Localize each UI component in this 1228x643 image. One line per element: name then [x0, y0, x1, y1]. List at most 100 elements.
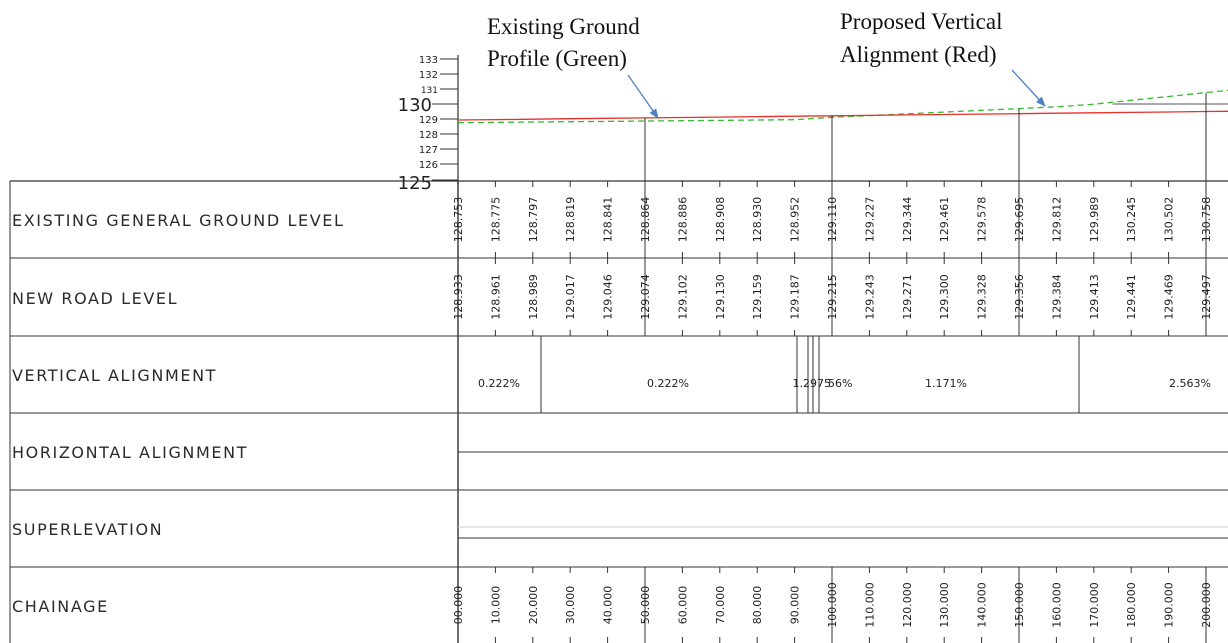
row-label-superelevation: SUPERLEVATION: [12, 520, 163, 539]
existing-ground-level-value: 129.227: [863, 197, 876, 243]
new-road-level-value: 128.989: [527, 274, 540, 320]
proposed-alignment-callout-arrow: [1011, 69, 1046, 107]
new-road-level-value: 129.497: [1200, 274, 1213, 320]
existing-ground-level-value: 129.344: [901, 197, 914, 243]
existing-ground-level-value: 128.819: [564, 197, 577, 243]
existing-ground-level-value: 129.695: [1013, 197, 1026, 243]
existing-ground-level-value: 129.578: [976, 197, 989, 243]
row-label-horizontal-alignment: HORIZONTAL ALIGNMENT: [12, 443, 248, 462]
new-road-level-value: 129.271: [901, 274, 914, 320]
existing-ground-level-value: 130.502: [1163, 197, 1176, 243]
row-label-chainage: CHAINAGE: [12, 597, 109, 616]
chainage-value: 130.000: [938, 582, 951, 628]
slope-label-6: 1.171%: [925, 377, 967, 390]
slope-label-1: 0.222%: [478, 377, 520, 390]
new-road-level-value: 129.413: [1088, 274, 1101, 320]
station-columns: 128.753 128.933 00.000 128.775 128.961 10.000…: [452, 181, 1213, 643]
chainage-value: 160.000: [1050, 582, 1063, 628]
chainage-value: 100.000: [826, 582, 839, 628]
slope-label-7: 2.563%: [1169, 377, 1211, 390]
elevation-label-125: 125: [398, 173, 432, 194]
existing-ground-level-value: 128.775: [489, 197, 502, 243]
existing-ground-level-value: 128.886: [676, 197, 689, 243]
chainage-value: 170.000: [1088, 582, 1101, 628]
new-road-level-value: 129.300: [938, 274, 951, 320]
chainage-value: 30.000: [564, 586, 577, 625]
existing-ground-level-value: 129.812: [1050, 197, 1063, 243]
new-road-level-value: 129.102: [676, 274, 689, 320]
new-road-level-value: 129.441: [1125, 274, 1138, 320]
elevation-label-127: 127: [419, 145, 438, 156]
existing-ground-callout: Existing Ground Profile (Green): [487, 14, 659, 119]
chainage-value: 140.000: [976, 582, 989, 628]
elevation-label-130: 130: [398, 95, 432, 116]
new-road-level-value: 129.243: [863, 274, 876, 320]
chainage-value: 10.000: [489, 586, 502, 625]
row-label-new-road: NEW ROAD LEVEL: [12, 289, 178, 308]
row-label-vertical-alignment: VERTICAL ALIGNMENT: [12, 366, 217, 385]
existing-ground-level-value: 128.841: [602, 197, 615, 243]
existing-ground-level-value: 130.758: [1200, 197, 1213, 243]
slope-label-5: 56%: [828, 377, 852, 390]
existing-ground-level-value: 129.461: [938, 197, 951, 243]
chainage-value: 40.000: [602, 586, 615, 625]
slope-label-4: 975: [810, 377, 831, 390]
existing-ground-level-value: 128.864: [639, 197, 652, 243]
elevation-label-133: 133: [419, 55, 438, 66]
data-table: EXISTING GENERAL GROUND LEVEL NEW ROAD L…: [9, 180, 1228, 643]
chainage-value: 60.000: [676, 586, 689, 625]
new-road-level-value: 129.328: [976, 274, 989, 320]
profile-plot: [457, 89, 1228, 181]
elevation-label-126: 126: [419, 160, 438, 171]
chainage-value: 190.000: [1163, 582, 1176, 628]
chainage-value: 150.000: [1013, 582, 1026, 628]
chainage-value: 80.000: [751, 586, 764, 625]
chainage-value: 180.000: [1125, 582, 1138, 628]
elevation-label-132: 132: [419, 70, 438, 81]
proposed-alignment-line: [457, 110, 1228, 121]
new-road-level-value: 128.961: [489, 274, 502, 320]
existing-ground-level-value: 128.797: [527, 197, 540, 243]
new-road-level-value: 129.187: [789, 274, 802, 320]
chainage-value: 20.000: [527, 586, 540, 625]
existing-ground-callout-line2: Profile (Green): [487, 46, 627, 71]
new-road-level-value: 129.074: [639, 274, 652, 320]
slope-label-3: 1.2: [793, 377, 811, 390]
new-road-level-value: 129.017: [564, 274, 577, 320]
chainage-value: 120.000: [901, 582, 914, 628]
existing-ground-level-value: 130.245: [1125, 197, 1138, 243]
chainage-value: 50.000: [639, 586, 652, 625]
new-road-level-value: 129.469: [1163, 274, 1176, 320]
new-road-level-value: 129.130: [714, 274, 727, 320]
new-road-level-value: 129.159: [751, 274, 764, 320]
proposed-alignment-callout: Proposed Vertical Alignment (Red): [840, 9, 1046, 107]
elevation-label-128: 128: [419, 130, 438, 141]
existing-ground-level-value: 129.110: [826, 197, 839, 243]
chainage-value: 00.000: [452, 586, 465, 625]
new-road-level-value: 128.933: [452, 274, 465, 320]
elevation-label-129: 129: [419, 115, 438, 126]
chainage-value: 200.000: [1200, 582, 1213, 628]
chainage-value: 90.000: [789, 586, 802, 625]
existing-ground-profile-line: [457, 89, 1228, 124]
new-road-level-value: 129.046: [602, 274, 615, 320]
existing-ground-callout-line1: Existing Ground: [487, 14, 640, 39]
chainage-value: 110.000: [863, 582, 876, 628]
new-road-level-value: 129.384: [1050, 274, 1063, 320]
chainage-value: 70.000: [714, 586, 727, 625]
existing-ground-level-value: 129.989: [1088, 197, 1101, 243]
elevation-label-131: 131: [421, 86, 438, 96]
slope-label-2: 0.222%: [647, 377, 689, 390]
new-road-level-value: 129.215: [826, 274, 839, 320]
proposed-alignment-callout-line1: Proposed Vertical: [840, 9, 1002, 34]
elevation-axis: 133 132 131 130 129 128 127 126 125: [398, 55, 459, 194]
existing-ground-callout-arrow: [627, 74, 659, 119]
row-label-existing-ground: EXISTING GENERAL GROUND LEVEL: [12, 211, 344, 230]
existing-ground-level-value: 128.930: [751, 197, 764, 243]
existing-ground-level-value: 128.952: [789, 197, 802, 243]
existing-ground-level-value: 128.753: [452, 197, 465, 243]
existing-ground-level-value: 128.908: [714, 197, 727, 243]
vertical-alignment-segments: 0.222% 0.222% 1.2 975 56% 1.171% 2.563%: [478, 336, 1211, 413]
proposed-alignment-callout-line2: Alignment (Red): [840, 42, 997, 67]
